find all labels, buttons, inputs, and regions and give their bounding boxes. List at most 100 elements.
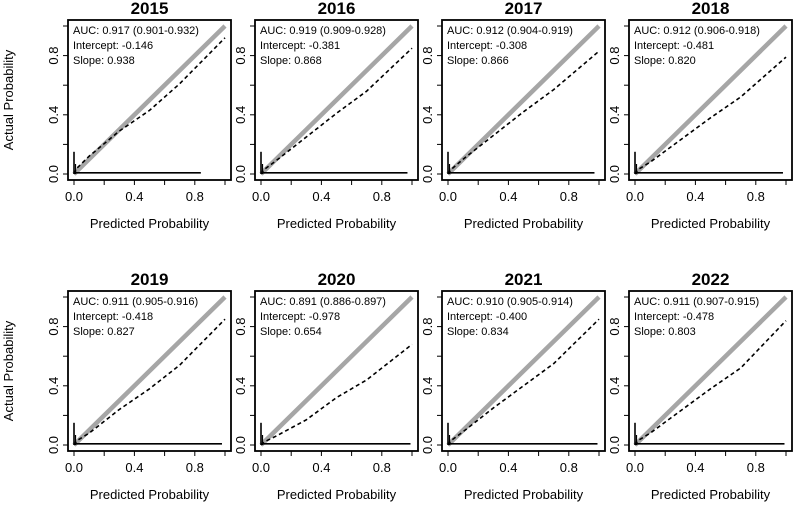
intercept-annotation: Intercept: -0.481 [634,40,714,52]
slope-annotation: Slope: 0.827 [73,326,135,338]
auc-annotation: AUC: 0.910 (0.905-0.914) [447,296,573,308]
slope-annotation: Slope: 0.938 [73,55,135,67]
y-tick-label: 0.4 [607,377,622,395]
auc-annotation: AUC: 0.891 (0.886-0.897) [260,296,386,308]
auc-annotation: AUC: 0.911 (0.907-0.915) [634,296,759,308]
calibration-curve [634,56,787,175]
calibration-curve [447,318,600,446]
y-tick-label: 0.8 [46,47,61,65]
plot-frame [67,19,232,181]
panel-2018: 2018 AUC: 0.912 (0.906-0.918) Intercept: -… [607,0,793,231]
x-tick-label: 0.4 [125,460,143,475]
x-tick-label: 0.4 [686,189,704,204]
x-tick-label: 0.8 [747,189,765,204]
x-tick-label: 0.4 [499,460,517,475]
calibration-curve [73,318,226,446]
plot-frame [67,290,232,452]
slope-annotation: Slope: 0.834 [447,326,509,338]
panel-2021: 2021 AUC: 0.910 (0.905-0.914) Intercept: -… [420,270,606,502]
y-tick-label: 0.8 [420,47,435,65]
panel-2015: 2015 AUC: 0.917 (0.901-0.932) Intercept: -… [46,0,232,231]
y-tick-label: 0.4 [420,377,435,395]
panel-title: 2015 [131,0,169,18]
x-tick-label: 0.8 [373,460,391,475]
calibration-curve [634,320,787,446]
x-axis-label: Predicted Probability [90,216,210,231]
panel-2020: 2020 AUC: 0.891 (0.886-0.897) Intercept: -… [233,270,419,502]
y-tick-label: 0.4 [46,106,61,124]
panel-2019: 2019 AUC: 0.911 (0.905-0.916) Intercept: -… [46,270,232,502]
x-axis-label: Predicted Probability [277,487,397,502]
plot-frame [254,19,419,181]
panel-2016: 2016 AUC: 0.919 (0.909-0.928) Intercept: -… [233,0,419,231]
x-tick-label: 0.0 [626,189,644,204]
x-tick-label: 0.0 [65,189,83,204]
y-tick-label: 0.4 [233,106,248,124]
plot-frame [254,290,419,452]
slope-annotation: Slope: 0.868 [260,55,322,67]
slope-annotation: Slope: 0.803 [634,326,696,338]
intercept-annotation: Intercept: -0.146 [73,40,153,52]
y-tick-label: 0.4 [46,377,61,395]
y-tick-label: 0.8 [233,318,248,336]
slope-annotation: Slope: 0.866 [447,55,509,67]
ideal-calibration-line [72,295,227,447]
intercept-annotation: Intercept: -0.400 [447,311,527,323]
panel-title: 2019 [131,270,169,289]
x-tick-label: 0.0 [439,460,457,475]
x-tick-label: 0.8 [747,460,765,475]
ideal-calibration-line [633,24,788,176]
slope-annotation: Slope: 0.654 [260,326,322,338]
x-axis-label: Predicted Probability [464,216,584,231]
x-tick-label: 0.8 [373,189,391,204]
calibration-curve [260,47,413,175]
x-axis-label: Predicted Probability [90,487,210,502]
auc-annotation: AUC: 0.911 (0.905-0.916) [73,296,198,308]
plot-frame [628,290,793,452]
x-tick-label: 0.0 [252,189,270,204]
slope-annotation: Slope: 0.820 [634,55,696,67]
panel-2022: 2022 AUC: 0.911 (0.907-0.915) Intercept: -… [607,270,793,502]
y-tick-label: 0.8 [46,318,61,336]
y-axis-label-row-2: Actual Probability [1,320,16,421]
panel-title: 2021 [505,270,543,289]
intercept-annotation: Intercept: -0.418 [73,311,153,323]
calibration-curve [447,50,600,175]
x-axis-label: Predicted Probability [651,487,771,502]
y-tick-label: 0.8 [420,318,435,336]
x-tick-label: 0.4 [686,460,704,475]
y-tick-label: 0.0 [46,165,61,183]
y-tick-label: 0.8 [607,47,622,65]
panel-title: 2018 [692,0,730,18]
ideal-calibration-line [633,295,788,447]
x-tick-label: 0.4 [312,189,330,204]
x-tick-label: 0.8 [186,189,204,204]
x-tick-label: 0.0 [252,460,270,475]
panel-title: 2020 [318,270,356,289]
y-tick-label: 0.0 [420,436,435,454]
y-tick-label: 0.0 [607,165,622,183]
y-tick-label: 0.0 [233,165,248,183]
auc-annotation: AUC: 0.912 (0.906-0.918) [634,25,760,37]
panel-title: 2016 [318,0,356,18]
x-tick-label: 0.8 [186,460,204,475]
x-tick-label: 0.8 [560,460,578,475]
auc-annotation: AUC: 0.919 (0.909-0.928) [260,25,386,37]
x-tick-label: 0.4 [499,189,517,204]
y-tick-label: 0.0 [420,165,435,183]
panel-title: 2017 [505,0,543,18]
x-tick-label: 0.0 [439,189,457,204]
ideal-calibration-line [446,24,601,176]
plot-frame [441,290,606,452]
panel-2017: 2017 AUC: 0.912 (0.904-0.919) Intercept: -… [420,0,606,231]
auc-annotation: AUC: 0.917 (0.901-0.932) [73,25,199,37]
x-tick-label: 0.4 [125,189,143,204]
ideal-calibration-line [259,24,414,176]
y-axis-label-row-1: Actual Probability [1,49,16,150]
auc-annotation: AUC: 0.912 (0.904-0.919) [447,25,573,37]
intercept-annotation: Intercept: -0.978 [260,311,340,323]
intercept-annotation: Intercept: -0.478 [634,311,714,323]
x-tick-label: 0.0 [65,460,83,475]
intercept-annotation: Intercept: -0.381 [260,40,340,52]
